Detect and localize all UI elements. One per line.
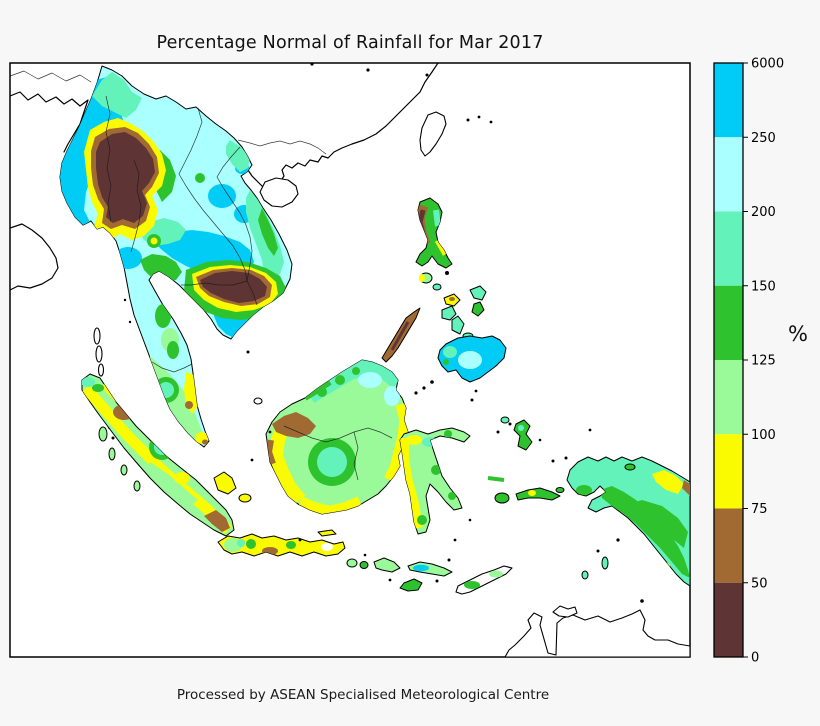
- colorbar-segment: [714, 137, 743, 212]
- colorbar-segment: [714, 582, 743, 657]
- colorbar-unit-label: %: [788, 322, 808, 346]
- tick-label: 0: [751, 651, 759, 666]
- colorbar-tick-labels: 6000 250 200 150 125 100 75 50 0: [751, 57, 784, 666]
- tick-label: 6000: [751, 57, 784, 72]
- borneo-borders: [283, 425, 393, 481]
- tick-label: 75: [751, 502, 768, 517]
- colorbar-segment: [714, 211, 743, 286]
- tick-label: 150: [751, 279, 776, 294]
- coastline-india-bangladesh: [10, 70, 92, 291]
- chart-title: Percentage Normal of Rainfall for Mar 20…: [156, 33, 544, 53]
- java-island: [217, 529, 346, 557]
- tick-label: 200: [751, 205, 776, 220]
- papua-island: [551, 456, 690, 587]
- philippines-islands: [381, 197, 510, 424]
- colorbar-segment: [714, 434, 743, 509]
- colorbar-segment: [714, 285, 743, 360]
- coastline-australia: [504, 599, 690, 657]
- hainan-island: [259, 177, 299, 208]
- colorbar-ticks: [743, 62, 748, 658]
- tick-label: 250: [751, 131, 776, 146]
- sulawesi-island: [399, 427, 471, 535]
- tick-label: 125: [751, 354, 776, 369]
- colorbar-segment: [714, 508, 743, 583]
- tick-label: 100: [751, 428, 776, 443]
- colorbar-segment: [714, 360, 743, 435]
- maluku-islands: [487, 419, 561, 504]
- country-borders: [105, 95, 258, 373]
- mainland-southeast-asia: [59, 65, 293, 448]
- small-islets: [123, 298, 592, 542]
- colorbar: 6000 250 200 150 125 100 75 50 0 %: [713, 57, 808, 666]
- colorbar-segment: [714, 63, 743, 138]
- sumatra-island: [81, 373, 263, 537]
- tick-label: 50: [751, 576, 768, 591]
- lesser-sunda-islands: [346, 553, 513, 595]
- taiwan-island: [419, 111, 447, 157]
- footer-credit: Processed by ASEAN Specialised Meteorolo…: [176, 687, 550, 703]
